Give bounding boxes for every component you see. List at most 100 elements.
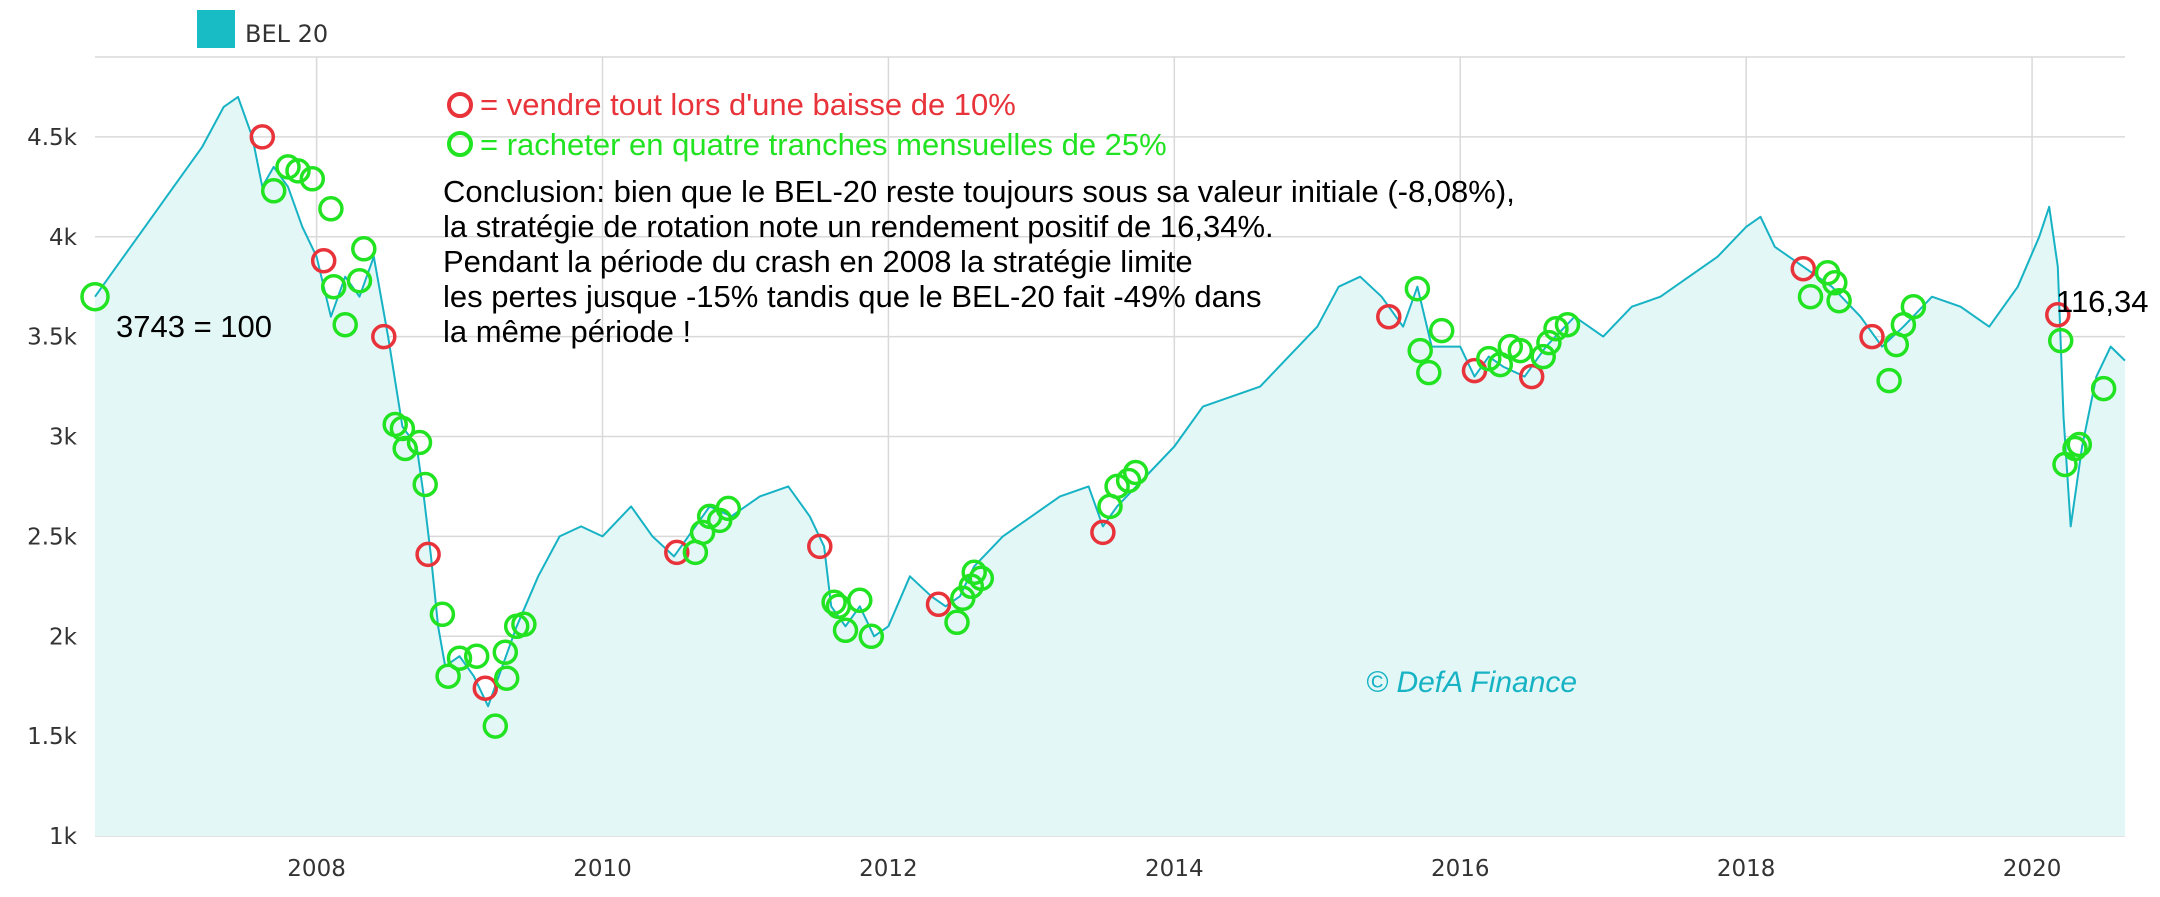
buy-signal-marker xyxy=(463,643,490,669)
y-tick-label: 3k xyxy=(49,425,78,451)
sell-signal-marker xyxy=(2045,301,2071,328)
sell-signal-marker xyxy=(472,675,499,701)
buy-signal-marker xyxy=(1822,269,1848,296)
buy-signal-marker xyxy=(392,435,418,462)
sell-signal-marker xyxy=(1790,255,1817,282)
buy-signal-marker xyxy=(961,559,987,586)
watermark: © DefA Finance xyxy=(1366,666,1577,699)
sell-signal-marker xyxy=(310,247,337,274)
y-tick-label: 1k xyxy=(49,824,78,850)
buy-signal-marker xyxy=(968,565,995,592)
buy-signal-marker xyxy=(1407,337,1433,364)
buy-signal-marker xyxy=(429,601,456,628)
legend[interactable]: BEL 20 xyxy=(197,10,328,48)
buy-signal-marker xyxy=(299,166,326,192)
buy-signal-marker xyxy=(715,495,742,522)
buy-signal-marker xyxy=(493,665,520,691)
sell-signal-marker xyxy=(664,539,690,566)
buy-signal-marker xyxy=(492,639,519,665)
buy-signal-marker xyxy=(832,617,859,644)
buy-signal-marker xyxy=(1826,287,1852,314)
y-axis-ticks: 1k 1.5k 2k 2.5k 3k 3.5k 4k 4.5k xyxy=(27,125,78,850)
conclusion-line-3: Pendant la période du crash en 2008 la s… xyxy=(443,244,1193,279)
buy-signal-marker xyxy=(2047,327,2074,354)
buy-signal-marker xyxy=(285,158,311,184)
sell-signal-marker xyxy=(249,124,276,150)
buy-legend-text: = racheter en quatre tranches mensuelles… xyxy=(480,127,1167,162)
y-tick-label: 1.5k xyxy=(27,724,78,750)
legend-swatch xyxy=(197,10,235,48)
sell-signal-marker xyxy=(1518,363,1545,390)
legend-label: BEL 20 xyxy=(245,20,328,48)
sell-signal-marker xyxy=(925,591,952,618)
buy-signal-marker xyxy=(332,311,358,338)
buy-signal-marker xyxy=(1900,293,1927,320)
bel20-series-line xyxy=(94,95,2126,708)
end-value-label: 116,34 xyxy=(2056,284,2149,319)
buy-signal-marker xyxy=(847,587,873,614)
buy-signal-marker xyxy=(412,471,438,498)
buy-signal-marker xyxy=(1876,367,1902,394)
buy-signal-marker xyxy=(511,611,537,638)
bel20-area-fill xyxy=(95,96,2125,836)
buy-signal-marker xyxy=(351,236,377,262)
conclusion-text: Conclusion: bien que le BEL-20 reste tou… xyxy=(443,174,1515,349)
conclusion-line-4: les pertes jusque -15% tandis que le BEL… xyxy=(443,279,1262,314)
buy-signal-marker xyxy=(2062,435,2088,462)
y-tick-label: 4.5k xyxy=(27,125,78,151)
sell-signal-marker xyxy=(1090,519,1116,546)
buy-signal-markers xyxy=(80,154,2117,739)
buy-signal-marker xyxy=(446,645,473,671)
buy-signal-marker xyxy=(1530,343,1556,370)
x-tick-label: 2008 xyxy=(287,856,346,882)
annotation-legend: = vendre tout lors d'une baisse de 10% =… xyxy=(447,87,1167,162)
buy-signal-marker xyxy=(435,663,461,689)
sell-signal-marker xyxy=(807,533,833,560)
conclusion-line-2: la stratégie de rotation note un rendeme… xyxy=(443,209,1274,244)
start-value-label: 3743 = 100 xyxy=(116,309,272,344)
y-tick-label: 2k xyxy=(49,624,78,650)
x-tick-label: 2016 xyxy=(1431,856,1490,882)
buy-signal-marker xyxy=(320,273,347,300)
buy-signal-marker xyxy=(1115,467,1142,494)
buy-signal-marker xyxy=(2066,431,2093,458)
buy-signal-marker xyxy=(1536,329,1562,356)
sell-legend-circle xyxy=(447,92,473,118)
y-tick-label: 3.5k xyxy=(27,325,78,351)
buy-signal-marker xyxy=(821,589,847,616)
buy-signal-marker xyxy=(944,609,970,636)
buy-signal-marker xyxy=(1554,311,1581,338)
buy-signal-marker xyxy=(260,178,287,204)
sell-signal-marker xyxy=(1376,303,1402,330)
buy-signal-marker xyxy=(482,713,509,739)
buy-signal-marker xyxy=(346,267,373,294)
buy-signal-marker xyxy=(1507,337,1534,364)
buy-signal-marker xyxy=(858,623,885,650)
sell-signal-marker xyxy=(371,323,397,350)
buy-signal-marker xyxy=(1122,459,1149,486)
buy-signal-marker xyxy=(1797,283,1824,310)
start-value-marker xyxy=(80,281,110,312)
buy-signal-marker xyxy=(1416,359,1442,386)
y-tick-label: 2.5k xyxy=(27,524,78,550)
buy-signal-marker xyxy=(1428,317,1455,344)
sell-signal-marker xyxy=(1859,323,1885,350)
sell-legend-text: = vendre tout lors d'une baisse de 10% xyxy=(480,87,1016,122)
buy-signal-marker xyxy=(2090,375,2117,402)
buy-signal-marker xyxy=(1404,275,1431,302)
buy-signal-marker xyxy=(689,519,716,546)
sell-signal-marker xyxy=(415,541,441,568)
x-tick-label: 2012 xyxy=(859,856,918,882)
buy-signal-marker xyxy=(1543,315,1569,342)
buy-signal-marker xyxy=(406,429,433,456)
x-tick-label: 2010 xyxy=(573,856,632,882)
x-tick-label: 2020 xyxy=(2003,856,2062,882)
buy-legend-circle xyxy=(447,131,473,157)
conclusion-line-5: la même période ! xyxy=(443,314,691,349)
y-tick-label: 4k xyxy=(49,225,78,251)
x-axis-ticks: 2008 2010 2012 2014 2016 2018 2020 xyxy=(287,856,2061,882)
buy-signal-marker xyxy=(318,196,344,222)
conclusion-line-1: Conclusion: bien que le BEL-20 reste tou… xyxy=(443,174,1515,209)
x-tick-label: 2014 xyxy=(1145,856,1204,882)
